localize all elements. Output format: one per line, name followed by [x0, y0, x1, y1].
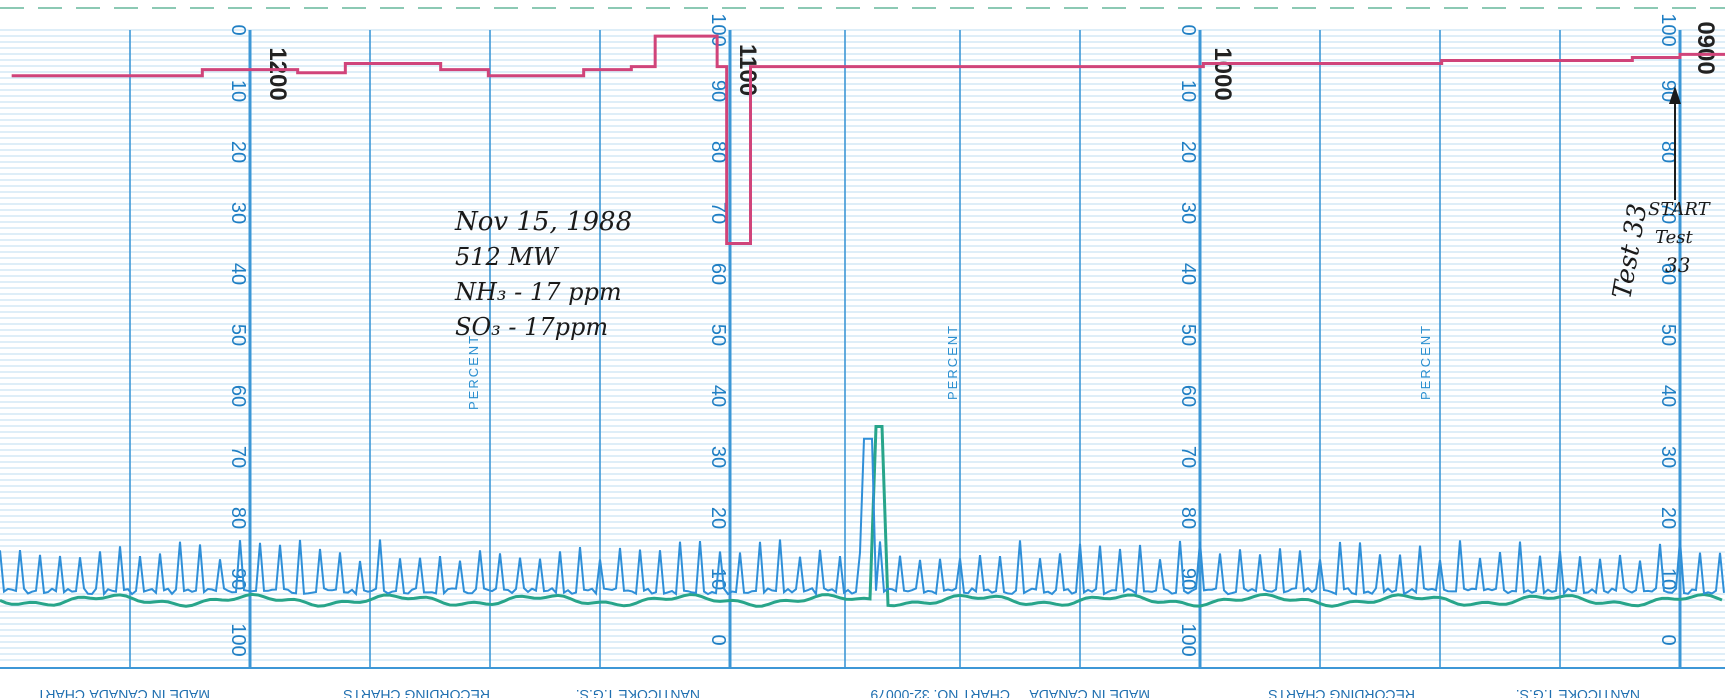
traces [0, 34, 1725, 608]
annotation-date: Nov 15, 1988 [454, 207, 632, 237]
scale-tick-label: 60 [227, 385, 249, 407]
start-note-line1: START [1648, 199, 1712, 220]
scale-tick-label: 60 [1177, 385, 1199, 407]
red-trace [11, 34, 1725, 245]
scale-tick-label: 40 [1177, 263, 1199, 285]
teal-trace [0, 425, 1723, 608]
scale-tick-label: 30 [1177, 202, 1199, 224]
chart-footer: CHART MADE IN CANADA RECORDING CHARTS NA… [0, 667, 1725, 698]
scale-tick-label: 30 [1657, 446, 1679, 468]
scale-tick-label: 70 [1657, 202, 1679, 224]
footer-nanticoke-2: NANTICOKE T.G.S. [1516, 687, 1640, 698]
time-label-1200: 1200 [264, 47, 291, 100]
scale-tick-label: 50 [1657, 324, 1679, 346]
scale-tick-label: 0 [1177, 24, 1199, 35]
scale-tick-label: 70 [227, 446, 249, 468]
time-label-1000: 1000 [1209, 47, 1236, 100]
scale-tick-label: 100 [1657, 13, 1679, 46]
scale-tick-label: 20 [227, 141, 249, 163]
scale-tick-label: 40 [227, 263, 249, 285]
scale-tick-label: 80 [227, 507, 249, 529]
start-note-line2: Test [1655, 227, 1693, 248]
scale-tick-label: 20 [1177, 141, 1199, 163]
scale-tick-label: 30 [707, 446, 729, 468]
footer-chart-no: CHART NO. 32-00079 [870, 687, 1010, 698]
percent-scales: 0102030405060708090100100908070605040302… [227, 13, 1679, 656]
scale-tick-label: 10 [227, 80, 249, 102]
footer-made-in-2: MADE IN CANADA [1029, 687, 1150, 698]
scale-tick-label: 50 [1177, 324, 1199, 346]
footer-made-in-1: MADE IN CANADA [89, 687, 210, 698]
scale-tick-label: 40 [707, 385, 729, 407]
time-label-1100: 1100 [734, 44, 761, 96]
annotation-load: 512 MW [455, 243, 560, 271]
scale-tick-label: 10 [1177, 80, 1199, 102]
scale-tick-label: 50 [707, 324, 729, 346]
scale-tick-label: 90 [707, 80, 729, 102]
annotation-so3: SO₃ - 17ppm [455, 313, 608, 341]
scale-tick-label: 60 [1657, 263, 1679, 285]
scale-tick-label: 60 [707, 263, 729, 285]
start-note-line3: 33 [1665, 253, 1690, 277]
scale-tick-label: 0 [227, 24, 249, 35]
time-label-0900: 0900 [1692, 21, 1719, 74]
scale-tick-label: 100 [1177, 623, 1199, 656]
blue-trace [0, 437, 1725, 597]
scale-tick-label: 30 [227, 202, 249, 224]
percent-label-2: PERCENT [945, 324, 960, 400]
footer-recording-1: RECORDING CHARTS [343, 687, 490, 698]
scale-tick-label: 20 [707, 507, 729, 529]
percent-label-1: PERCENT [466, 334, 481, 410]
scale-tick-label: 20 [1657, 507, 1679, 529]
footer-recording-2: RECORDING CHARTS [1268, 687, 1415, 698]
scale-tick-label: 70 [707, 202, 729, 224]
handwritten-annotation: Nov 15, 1988 512 MW NH₃ - 17 ppm SO₃ - 1… [454, 207, 632, 341]
percent-label-group: PERCENT PERCENT PERCENT [466, 324, 1433, 410]
scale-tick-label: 40 [1657, 385, 1679, 407]
scale-tick-label: 100 [227, 623, 249, 656]
annotation-nh3: NH₃ - 17 ppm [454, 278, 622, 306]
scale-tick-label: 50 [227, 324, 249, 346]
scale-tick-label: 0 [707, 634, 729, 645]
scale-tick-label: 70 [1177, 446, 1199, 468]
start-arrow-head [1669, 86, 1681, 104]
scale-tick-label: 80 [1657, 141, 1679, 163]
time-labels: 1200 1100 1000 0900 [264, 21, 1719, 100]
scale-tick-label: 80 [707, 141, 729, 163]
scale-tick-label: 100 [707, 13, 729, 46]
footer-chart-left: CHART [37, 687, 85, 698]
scale-tick-label: 0 [1657, 634, 1679, 645]
footer-nanticoke-1: NANTICOKE T.G.S. [576, 687, 700, 698]
percent-label-3: PERCENT [1418, 324, 1433, 400]
scale-tick-label: 80 [1177, 507, 1199, 529]
